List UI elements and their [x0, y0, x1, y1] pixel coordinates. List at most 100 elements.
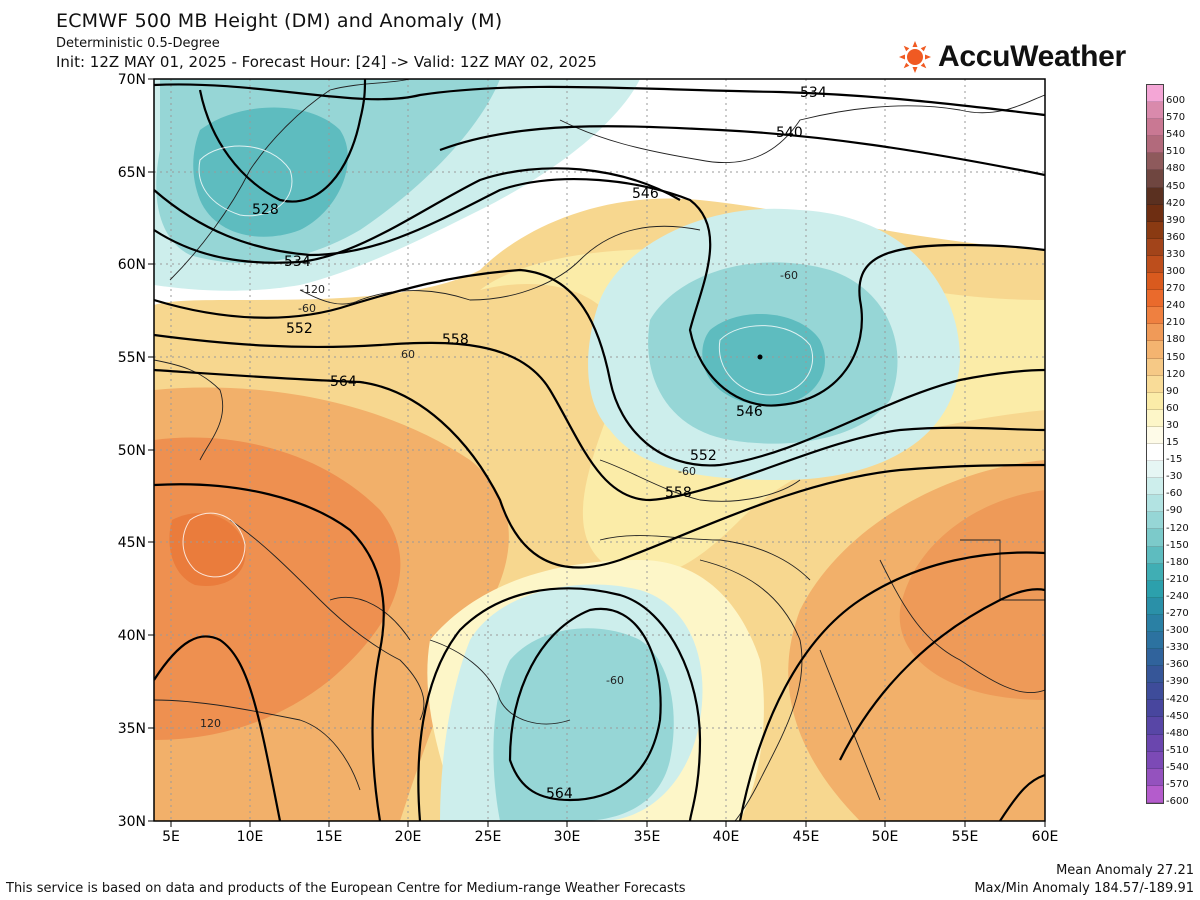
lon-tick-label: 25E: [475, 829, 502, 845]
legend-label: 300: [1166, 266, 1186, 277]
legend-label: 90: [1166, 385, 1179, 397]
contour-564-cutoff: [508, 607, 662, 802]
legend-swatch: [1147, 512, 1163, 530]
brand-name: AccuWeather: [938, 40, 1126, 73]
anomaly-labels: -120 -60 60 -60 -60 -60 120: [200, 269, 798, 730]
legend-swatch: [1147, 426, 1163, 444]
legend-label: -60: [1166, 488, 1183, 500]
contour-564: [154, 368, 1045, 569]
positive-anomaly-max: [169, 513, 246, 586]
height-labels: 534 540 546 528 534 552 558 564 546 552 …: [252, 85, 827, 802]
anomaly-label: 120: [200, 717, 221, 730]
legend-label: 450: [1166, 180, 1186, 192]
legend-label: -390: [1166, 676, 1189, 688]
legend-swatch: [1147, 153, 1163, 171]
legend-label: 330: [1166, 248, 1186, 260]
legend-swatch: [1147, 768, 1163, 786]
legend-label: 600: [1166, 95, 1186, 106]
legend-label: 420: [1166, 197, 1186, 209]
anomaly-contours: [182, 145, 814, 578]
legend-swatch: [1147, 649, 1163, 667]
legend-label: -540: [1166, 761, 1189, 773]
contour-570-east: [738, 551, 1045, 821]
lat-tick-label: 65N: [118, 165, 146, 181]
lat-tick-label: 70N: [118, 72, 146, 88]
legend-label: 570: [1166, 112, 1186, 124]
legend-label: -30: [1166, 471, 1183, 483]
lon-tick-label: 60E: [1032, 829, 1059, 845]
contour-528: [198, 79, 367, 203]
legend-swatch: [1147, 785, 1163, 803]
legend-swatch: [1147, 119, 1163, 137]
anomaly-label: -120: [300, 283, 325, 296]
legend-label: 270: [1166, 283, 1186, 295]
legend-swatch: [1147, 375, 1163, 393]
negative-anomaly-norway-core: [193, 107, 348, 237]
anomaly-label: -60: [678, 465, 696, 478]
anomaly-color-legend: [1146, 84, 1164, 804]
negative-anomaly-russia-core: [702, 313, 826, 406]
legend-swatch: [1147, 666, 1163, 684]
legend-label: -360: [1166, 659, 1189, 671]
legend-swatch: [1147, 273, 1163, 291]
legend-swatch: [1147, 392, 1163, 410]
lon-tick-labels: 5E 10E 15E 20E 25E 30E 35E 40E 45E 50E 5…: [162, 829, 1058, 845]
lon-tick-label: 35E: [634, 829, 661, 845]
height-label: 552: [286, 321, 313, 337]
legend-swatch: [1147, 614, 1163, 632]
source-note: This service is based on data and produc…: [6, 881, 686, 896]
legend-swatch: [1147, 358, 1163, 376]
legend-label: 210: [1166, 317, 1186, 329]
legend-swatch: [1147, 324, 1163, 342]
accuweather-logo: AccuWeather: [898, 40, 1126, 74]
height-label: 552: [690, 448, 717, 464]
legend-label: 360: [1166, 231, 1186, 243]
legend-swatch: [1147, 238, 1163, 256]
contour-576: [154, 635, 282, 821]
height-label: 564: [546, 786, 573, 802]
legend-label: -510: [1166, 744, 1189, 756]
legend-swatch: [1147, 529, 1163, 547]
lon-tick-label: 10E: [237, 829, 264, 845]
lon-tick-label: 5E: [162, 829, 180, 845]
legend-swatch: [1147, 255, 1163, 274]
legend-swatch: [1147, 290, 1163, 308]
legend-swatch: [1147, 478, 1163, 496]
max-min-anomaly: Max/Min Anomaly 184.57/-189.91: [974, 881, 1194, 896]
anomaly-label: -60: [780, 269, 798, 282]
legend-swatch: [1147, 580, 1163, 598]
coastlines: [154, 79, 1045, 821]
contour-552: [154, 268, 1045, 467]
lat-tick-label: 60N: [118, 257, 146, 273]
legend-label: -300: [1166, 625, 1189, 637]
legend-swatch: [1147, 461, 1163, 479]
lat-tick-label: 35N: [118, 721, 146, 737]
lon-tick-label: 45E: [793, 829, 820, 845]
lon-tick-label: 50E: [872, 829, 899, 845]
positive-anomaly-east-core: [899, 490, 1045, 700]
anomaly-label: -60: [606, 674, 624, 687]
contour-534-north: [154, 83, 1045, 117]
legend-swatch: [1147, 683, 1163, 701]
legend-swatch: [1147, 597, 1163, 615]
legend-label: -450: [1166, 710, 1189, 722]
legend-label: 120: [1166, 368, 1186, 380]
legend-label: -90: [1166, 505, 1183, 517]
legend-swatch: [1147, 700, 1163, 718]
height-contours: [154, 79, 1045, 821]
legend-swatch: [1147, 341, 1163, 359]
anomaly-label: 60: [401, 348, 415, 361]
height-label: 540: [776, 125, 803, 141]
lat-tick-label: 45N: [118, 535, 146, 551]
contour-564-south: [417, 587, 702, 821]
legend-label: 510: [1166, 146, 1186, 158]
map-subtitle: Deterministic 0.5-Degree: [56, 36, 220, 51]
legend-swatch: [1147, 495, 1163, 513]
lon-tick-label: 15E: [316, 829, 343, 845]
height-label: 534: [284, 254, 311, 270]
contour-582-east: [999, 773, 1045, 821]
legend-label: -150: [1166, 539, 1189, 551]
legend-swatch: [1147, 717, 1163, 735]
lon-tick-label: 20E: [395, 829, 422, 845]
